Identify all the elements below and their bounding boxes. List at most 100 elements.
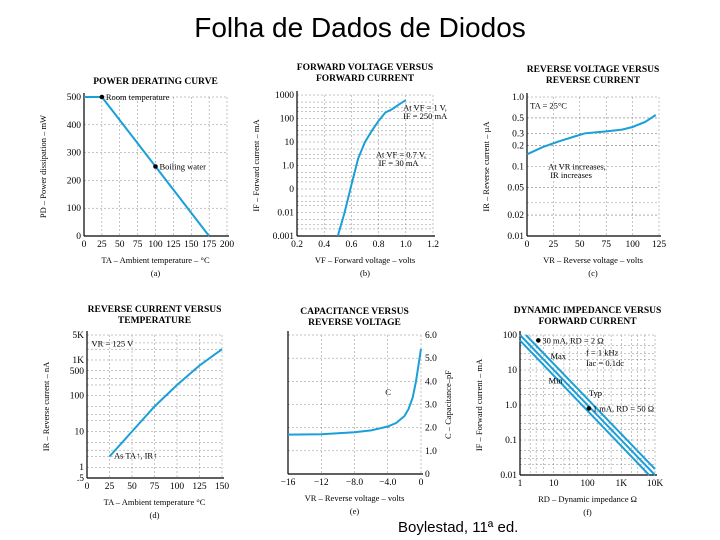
chart-title: DYNAMIC IMPEDANCE VERSUS	[514, 306, 662, 316]
x-tick-label: 100	[170, 482, 185, 492]
x-tick-label: −8.0	[346, 478, 363, 488]
y-tick-label: 1.0	[282, 162, 294, 172]
y-axis-label: IF – Forward current – mA	[251, 118, 261, 211]
x-tick-label: 0.2	[291, 240, 303, 250]
x-tick-label: 25	[97, 240, 107, 250]
annotation-label: VR = 125 V	[92, 338, 135, 348]
annotation-label: Max	[550, 351, 566, 361]
y-tick-label: 10	[508, 366, 518, 376]
x-tick-label: −12	[314, 478, 329, 488]
x-tick-label: 25	[105, 482, 115, 492]
x-tick-label: 175	[202, 240, 217, 250]
y-tick-label: 500	[70, 367, 85, 377]
x-tick-label: 50	[575, 240, 585, 250]
y-tick-label: 10	[285, 138, 295, 148]
y-tick-label: 1000	[275, 91, 294, 101]
x-tick-label: 1.2	[427, 240, 439, 250]
series-line-typ	[519, 334, 656, 476]
y-tick-label: 5.0	[425, 354, 437, 364]
y-tick-label: 500	[67, 93, 82, 103]
y-tick-label: 100	[70, 392, 85, 402]
y-tick-label: 5K	[72, 331, 84, 341]
chart-title: TEMPERATURE	[118, 316, 191, 326]
annotation-label: 1 mA, RD = 50 Ω	[593, 403, 654, 413]
series-line-ir	[108, 348, 223, 458]
annotation-label: f = 1 kHz	[586, 347, 619, 357]
y-tick-label: 1	[79, 463, 84, 473]
chart-title: FORWARD VOLTAGE VERSUS	[297, 63, 433, 73]
y-tick-label: 4.0	[425, 377, 437, 387]
y-tick-label: 1.0	[505, 401, 517, 411]
annotation-label: TA = 25°C	[530, 101, 567, 111]
annotation-label: At VF = 1 V,	[403, 102, 447, 112]
y-tick-label: 0.5	[512, 114, 524, 124]
chart-title: REVERSE CURRENT	[546, 76, 641, 86]
x-tick-label: 200	[220, 240, 235, 250]
x-tick-label: −4.0	[379, 478, 396, 488]
x-tick-label: 150	[184, 240, 199, 250]
y-tick-label: 0.001	[273, 232, 295, 242]
x-tick-label: 1	[518, 479, 523, 489]
y-tick-label: 0	[425, 470, 430, 480]
y-tick-label: 1.0	[512, 93, 524, 103]
x-tick-label: 150	[215, 482, 230, 492]
y-axis-label: C – Capacitance–pF	[443, 370, 453, 439]
series-line-max	[525, 334, 656, 470]
series-line-c	[287, 348, 422, 436]
annotation-label: C	[385, 387, 391, 397]
annotation-label: As TA↑, IR↑	[114, 451, 157, 461]
x-tick-label: 125	[652, 240, 667, 250]
annotation-label: Room temperature	[106, 92, 170, 102]
x-axis-label: VR – Reverse voltage – volts	[305, 493, 405, 503]
y-tick-label: 0.1	[512, 163, 524, 173]
annotation-label: 30 mA, RD = 2 Ω	[542, 335, 603, 345]
y-tick-label: 1.0	[425, 447, 437, 457]
x-axis-label: RD – Dynamic impedance Ω	[538, 494, 637, 504]
y-tick-label: 0.05	[507, 183, 524, 193]
x-tick-label: 125	[192, 482, 207, 492]
y-tick-label: 0	[76, 232, 81, 242]
y-tick-label: 2.0	[425, 424, 437, 434]
x-tick-label: 1.0	[400, 240, 412, 250]
x-axis-label: TA – Ambient temperature °C	[104, 497, 206, 507]
x-axis-label: VR – Reverse voltage – volts	[543, 255, 643, 265]
x-tick-label: 75	[601, 240, 611, 250]
annotation-label: IR increases	[550, 170, 592, 180]
x-tick-label: 75	[150, 482, 160, 492]
annotation-marker	[99, 94, 105, 100]
x-tick-label: 75	[133, 240, 143, 250]
chart-title: FORWARD CURRENT	[538, 317, 637, 327]
annotation-label: Typ	[589, 388, 602, 398]
annotation-label: IF = 250 mA	[403, 111, 448, 121]
annotation-label: Boiling water	[160, 162, 207, 172]
chart-title: POWER DERATING CURVE	[93, 77, 218, 87]
y-tick-label: 400	[67, 121, 82, 131]
x-tick-label: 0.4	[318, 240, 330, 250]
annotation-label: At VR increases,	[548, 162, 606, 172]
annotation-label: At VF = 0.7 V,	[376, 149, 426, 159]
x-tick-label: 0.8	[373, 240, 385, 250]
x-tick-label: 125	[166, 240, 181, 250]
x-tick-label: 0	[85, 482, 90, 492]
y-axis-label: IR – Reverse current – µA	[481, 121, 491, 212]
slide-credit: Boylestad, 11ª ed.	[398, 519, 519, 536]
y-tick-label: 100	[280, 115, 295, 125]
x-tick-label: 0	[419, 478, 424, 488]
x-tick-label: 1K	[615, 479, 627, 489]
annotation-label: Min	[549, 376, 564, 386]
x-axis-label: TA – Ambient temperature – °C	[101, 255, 210, 265]
x-tick-label: 0.6	[345, 240, 357, 250]
y-axis-label: IR – Reverse current – nA	[41, 361, 51, 451]
y-tick-label: 0	[289, 185, 294, 195]
x-tick-label: 50	[127, 482, 137, 492]
x-tick-label: −16	[281, 478, 296, 488]
y-tick-label: .5	[77, 474, 84, 484]
y-tick-label: 100	[503, 331, 518, 341]
chart-caption: (f)	[583, 507, 592, 517]
annotation-label: Iac = 0.1dc	[586, 358, 624, 368]
series-line-pd	[84, 96, 210, 237]
